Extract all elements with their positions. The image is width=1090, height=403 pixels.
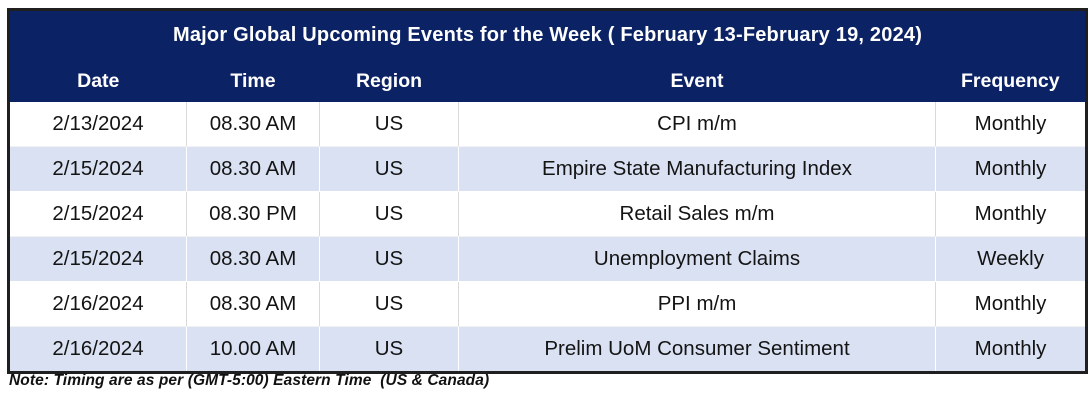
table-row: 2/15/2024 08.30 PM US Retail Sales m/m M… [8,191,1087,237]
column-header-region: Region [319,60,459,102]
cell-date: 2/15/2024 [8,146,187,192]
column-header-date: Date [8,60,187,102]
cell-frequency: Monthly [935,102,1087,147]
cell-time: 08.30 AM [186,146,320,192]
cell-frequency: Monthly [935,146,1087,192]
cell-frequency: Weekly [935,236,1087,282]
events-table-container: Major Global Upcoming Events for the Wee… [7,8,1089,374]
cell-region: US [319,102,459,147]
cell-frequency: Monthly [935,281,1087,327]
cell-event: Prelim UoM Consumer Sentiment [458,326,936,373]
cell-event: Retail Sales m/m [458,191,936,237]
cell-region: US [319,146,459,192]
cell-date: 2/15/2024 [8,236,187,282]
cell-event: Empire State Manufacturing Index [458,146,936,192]
cell-region: US [319,191,459,237]
cell-time: 08.30 AM [186,102,320,147]
table-row: 2/16/2024 10.00 AM US Prelim UoM Consume… [8,326,1087,373]
cell-region: US [319,281,459,327]
cell-time: 08.30 AM [186,236,320,282]
cell-date: 2/16/2024 [8,281,187,327]
column-header-event: Event [458,60,936,102]
table-header-row: Date Time Region Event Frequency [8,60,1087,102]
cell-date: 2/15/2024 [8,191,187,237]
cell-date: 2/16/2024 [8,326,187,373]
cell-time: 08.30 AM [186,281,320,327]
table-row: 2/15/2024 08.30 AM US Empire State Manuf… [8,146,1087,192]
table-row: 2/15/2024 08.30 AM US Unemployment Claim… [8,236,1087,282]
cell-region: US [319,326,459,373]
table-row: 2/16/2024 08.30 AM US PPI m/m Monthly [8,281,1087,327]
timezone-note: Note: Timing are as per (GMT-5:00) Easte… [9,372,490,389]
column-header-frequency: Frequency [935,60,1087,102]
cell-event: Unemployment Claims [458,236,936,282]
cell-time: 10.00 AM [186,326,320,373]
table-title: Major Global Upcoming Events for the Wee… [8,9,1087,60]
cell-event: PPI m/m [458,281,936,327]
column-header-time: Time [186,60,320,102]
table-title-row: Major Global Upcoming Events for the Wee… [8,9,1087,60]
cell-date: 2/13/2024 [8,102,187,147]
cell-time: 08.30 PM [186,191,320,237]
cell-frequency: Monthly [935,191,1087,237]
cell-region: US [319,236,459,282]
cell-frequency: Monthly [935,326,1087,373]
table-row: 2/13/2024 08.30 AM US CPI m/m Monthly [8,102,1087,147]
cell-event: CPI m/m [458,102,936,147]
events-table: Major Global Upcoming Events for the Wee… [7,8,1089,374]
